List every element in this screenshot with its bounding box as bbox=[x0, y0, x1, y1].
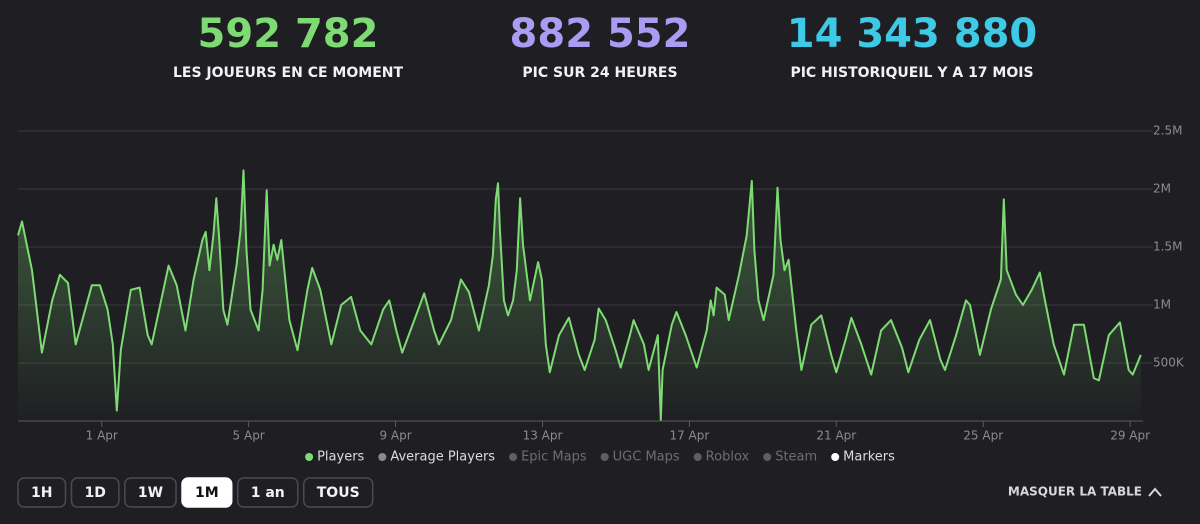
stat-label: LES JOUEURS EN CE MOMENT bbox=[173, 65, 404, 81]
range-button-label[interactable]: 1D bbox=[84, 485, 105, 501]
legend-label[interactable]: Epic Maps bbox=[521, 450, 587, 465]
y-tick-label: 1.5M bbox=[1153, 240, 1182, 254]
legend-label[interactable]: UGC Maps bbox=[613, 450, 680, 465]
legend-label[interactable]: Steam bbox=[775, 450, 817, 465]
range-button-label[interactable]: TOUS bbox=[317, 485, 360, 501]
legend-label[interactable]: Players bbox=[317, 450, 364, 465]
legend-label[interactable]: Markers bbox=[843, 450, 895, 465]
toggle-table[interactable]: MASQUER LA TABLE bbox=[1008, 485, 1142, 499]
legend-label[interactable]: Average Players bbox=[390, 450, 495, 465]
x-tick-label: 25 Apr bbox=[963, 429, 1003, 443]
range-button[interactable] bbox=[236, 477, 299, 508]
stat-label: PIC HISTORIQUEIL Y A 17 MOIS bbox=[790, 65, 1033, 81]
x-tick-label: 29 Apr bbox=[1110, 429, 1150, 443]
y-tick-label: 500K bbox=[1153, 356, 1185, 370]
x-tick-label: 9 Apr bbox=[379, 429, 411, 443]
legend-marker[interactable] bbox=[600, 453, 609, 461]
range-button[interactable] bbox=[303, 477, 374, 508]
x-tick-label: 1 Apr bbox=[86, 429, 118, 443]
range-button[interactable] bbox=[17, 477, 67, 508]
range-button[interactable] bbox=[70, 477, 120, 508]
stat-value: 592 782 bbox=[198, 11, 379, 57]
legend-marker[interactable] bbox=[831, 453, 840, 461]
range-button-label[interactable]: 1H bbox=[31, 485, 52, 501]
legend-marker[interactable] bbox=[763, 453, 772, 461]
range-button-label[interactable]: 1W bbox=[138, 485, 163, 501]
legend-marker[interactable] bbox=[693, 453, 702, 461]
legend-marker[interactable] bbox=[305, 453, 314, 461]
stat-value: 882 552 bbox=[510, 11, 691, 57]
range-button[interactable] bbox=[181, 477, 233, 508]
range-button[interactable] bbox=[124, 477, 177, 508]
y-tick-label: 2M bbox=[1153, 182, 1171, 196]
y-tick-label: 1M bbox=[1153, 298, 1171, 312]
chevron-icon[interactable] bbox=[1148, 487, 1162, 497]
stat-label: PIC SUR 24 HEURES bbox=[522, 65, 677, 81]
x-tick-label: 5 Apr bbox=[233, 429, 265, 443]
range-button-label[interactable]: 1M bbox=[195, 485, 219, 501]
x-tick-label: 17 Apr bbox=[669, 429, 709, 443]
x-tick-label: 13 Apr bbox=[523, 429, 563, 443]
line bbox=[17, 169, 1142, 421]
legend-marker[interactable] bbox=[378, 453, 387, 461]
y-tick-label: 2.5M bbox=[1153, 124, 1182, 138]
legend-marker[interactable] bbox=[509, 453, 518, 461]
legend-label[interactable]: Roblox bbox=[706, 450, 750, 465]
stat-value: 14 343 880 bbox=[787, 11, 1038, 57]
area bbox=[18, 170, 1141, 421]
x-tick-label: 21 Apr bbox=[816, 429, 856, 443]
range-button-label[interactable]: 1 an bbox=[251, 485, 285, 501]
